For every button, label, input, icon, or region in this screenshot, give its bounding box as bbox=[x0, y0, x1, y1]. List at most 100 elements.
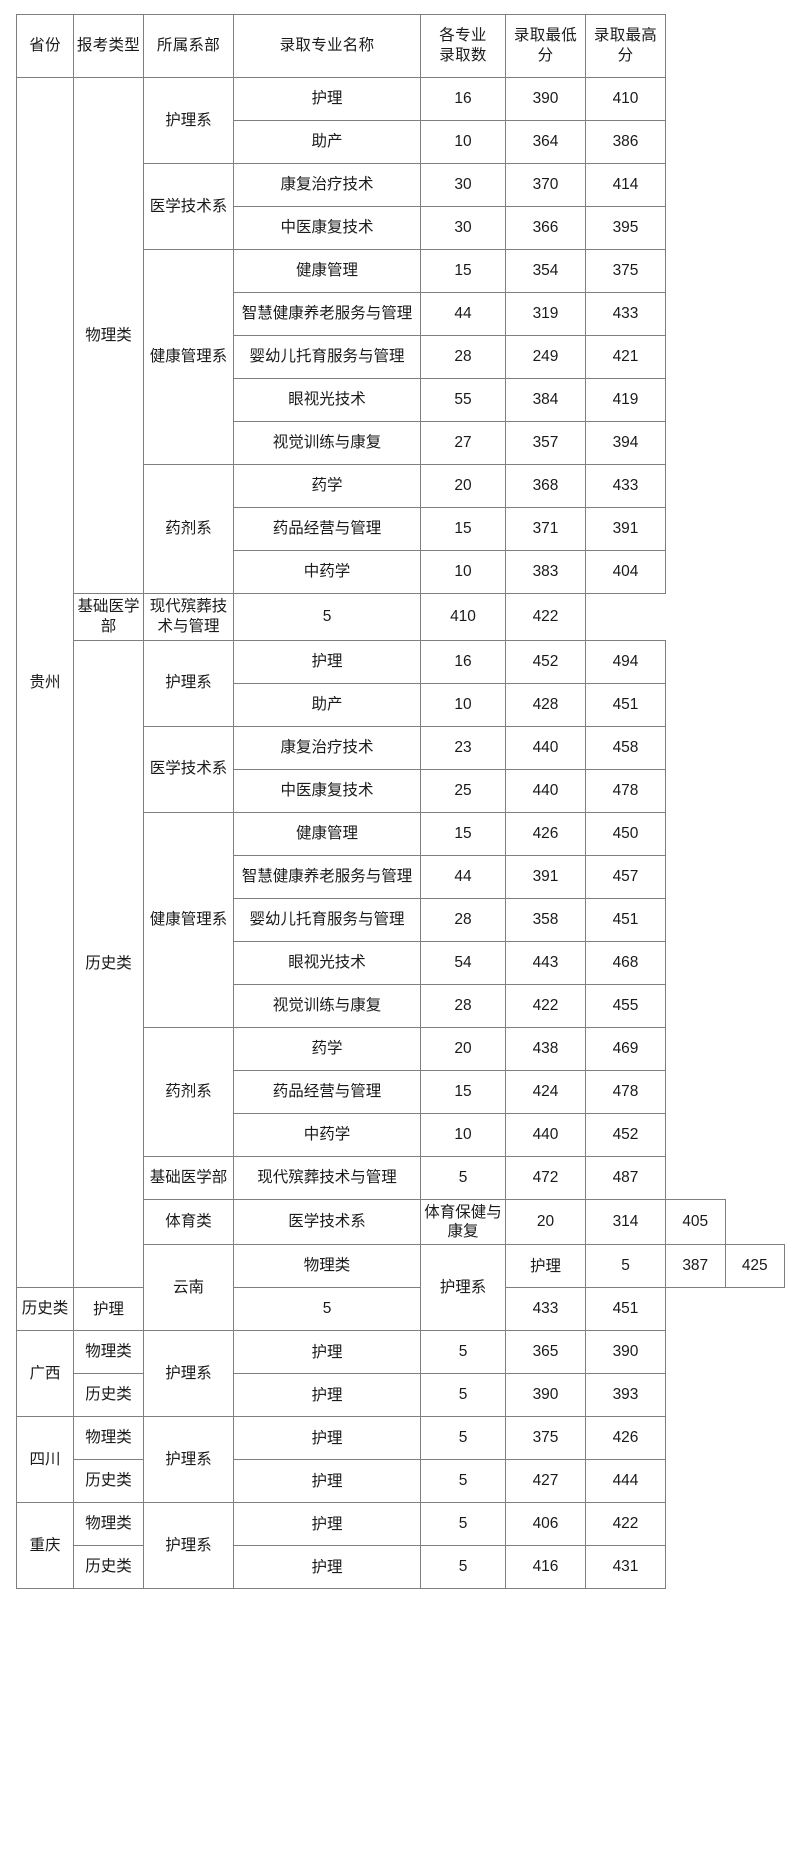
cell-apply-type: 历史类 bbox=[16, 1287, 74, 1332]
column-header-count-line1: 各专业 bbox=[439, 27, 487, 45]
cell-min-score: 365 bbox=[505, 1330, 586, 1375]
cell-count: 16 bbox=[420, 77, 506, 121]
cell-count: 5 bbox=[233, 593, 421, 641]
cell-major: 中药学 bbox=[233, 1112, 421, 1157]
cell-count: 16 bbox=[420, 639, 506, 684]
cell-max-score: 419 bbox=[585, 378, 666, 422]
cell-max-score: 433 bbox=[585, 292, 666, 336]
cell-min-score: 384 bbox=[505, 378, 586, 422]
cell-min-score: 452 bbox=[505, 639, 586, 684]
cell-max-score: 457 bbox=[585, 854, 666, 899]
cell-apply-type: 历史类 bbox=[73, 1545, 144, 1590]
table-row: 云南 物理类 护理系 护理 5 387 425 bbox=[17, 1244, 785, 1332]
table-row: 智慧健康养老服务与管理 44 319 433 bbox=[17, 292, 785, 336]
table-body: 贵州 物理类 护理系 护理 16 390 410 助产 10 364 386 医学技术系 康复治疗技术 3… bbox=[16, 76, 785, 1590]
table-row: 视觉训练与康复 27 357 394 bbox=[17, 421, 785, 465]
cell-max-score: 386 bbox=[585, 120, 666, 164]
table-row: 医学技术系 康复治疗技术 30 370 414 bbox=[17, 163, 785, 250]
cell-department: 医学技术系 bbox=[143, 725, 234, 813]
cell-min-score: 390 bbox=[505, 77, 586, 121]
cell-department: 基础医学部 bbox=[73, 593, 144, 641]
table-header-row: 省份 报考类型 所属系部 录取专业名称 各专业 录取数 录取最低 分 录取最高 … bbox=[16, 14, 785, 78]
table-row: 药剂系 药学 20 438 469 bbox=[17, 1026, 785, 1157]
cell-min-score: 426 bbox=[505, 811, 586, 856]
table-row: 助产 10 364 386 bbox=[17, 120, 785, 164]
cell-count: 28 bbox=[420, 335, 506, 379]
table-row: 四川 物理类 护理系 护理 5 375 426 bbox=[16, 1416, 785, 1504]
cell-min-score: 428 bbox=[505, 682, 586, 727]
cell-count: 10 bbox=[420, 550, 506, 594]
cell-major: 护理 bbox=[233, 1330, 421, 1375]
cell-count: 20 bbox=[505, 1198, 586, 1246]
cell-max-score: 451 bbox=[585, 897, 666, 942]
cell-count: 15 bbox=[420, 1069, 506, 1114]
cell-province: 广西 bbox=[16, 1330, 74, 1418]
cell-max-score: 468 bbox=[585, 940, 666, 985]
cell-major: 婴幼儿托育服务与管理 bbox=[233, 897, 421, 942]
cell-major: 康复治疗技术 bbox=[233, 725, 421, 770]
cell-department: 医学技术系 bbox=[233, 1198, 421, 1246]
cell-count: 5 bbox=[420, 1155, 506, 1200]
cell-province: 贵州 bbox=[16, 76, 74, 1289]
cell-department: 医学技术系 bbox=[143, 163, 234, 250]
cell-min-score: 433 bbox=[505, 1287, 586, 1332]
cell-max-score: 422 bbox=[585, 1502, 666, 1547]
cell-max-score: 451 bbox=[585, 1287, 666, 1332]
cell-max-score: 425 bbox=[724, 1244, 785, 1289]
cell-min-score: 410 bbox=[420, 593, 506, 641]
table-row: 贵州 物理类 护理系 护理 16 390 410 bbox=[16, 76, 785, 1289]
cell-major: 体育保健与康复 bbox=[420, 1198, 506, 1246]
cell-major: 药品经营与管理 bbox=[233, 1069, 421, 1114]
table-row: 助产 10 428 451 bbox=[17, 682, 785, 727]
table-row: 历史类 护理 5 427 444 bbox=[17, 1459, 785, 1504]
cell-max-score: 494 bbox=[585, 639, 666, 684]
cell-count: 5 bbox=[420, 1459, 506, 1504]
cell-major: 健康管理 bbox=[233, 249, 421, 293]
cell-major: 视觉训练与康复 bbox=[233, 421, 421, 465]
cell-count: 10 bbox=[420, 682, 506, 727]
cell-apply-type: 历史类 bbox=[73, 639, 144, 1289]
cell-apply-type: 物理类 bbox=[233, 1244, 421, 1289]
table-row: 历史类 护理系 护理 16 452 494 bbox=[17, 639, 785, 1289]
cell-major: 护理 bbox=[73, 1287, 144, 1332]
cell-max-score: 478 bbox=[585, 768, 666, 813]
cell-count: 55 bbox=[420, 378, 506, 422]
cell-max-score: 455 bbox=[585, 983, 666, 1028]
cell-major: 护理 bbox=[233, 639, 421, 684]
cell-count: 20 bbox=[420, 1026, 506, 1071]
column-header-department: 所属系部 bbox=[143, 14, 234, 78]
cell-major: 中医康复技术 bbox=[233, 206, 421, 250]
cell-major: 助产 bbox=[233, 120, 421, 164]
table-row: 健康管理系 健康管理 15 354 375 bbox=[17, 249, 785, 465]
cell-min-score: 358 bbox=[505, 897, 586, 942]
cell-major: 护理 bbox=[233, 77, 421, 121]
cell-major: 药学 bbox=[233, 1026, 421, 1071]
cell-max-score: 431 bbox=[585, 1545, 666, 1590]
cell-max-score: 478 bbox=[585, 1069, 666, 1114]
cell-min-score: 366 bbox=[505, 206, 586, 250]
table-row: 中药学 10 383 404 bbox=[17, 550, 785, 594]
cell-major: 康复治疗技术 bbox=[233, 163, 421, 207]
cell-apply-type: 体育类 bbox=[143, 1198, 234, 1246]
cell-max-score: 404 bbox=[585, 550, 666, 594]
table-row: 视觉训练与康复 28 422 455 bbox=[17, 983, 785, 1028]
cell-min-score: 390 bbox=[505, 1373, 586, 1418]
table-row: 健康管理系 健康管理 15 426 450 bbox=[17, 811, 785, 1028]
column-header-min-score: 录取最低 分 bbox=[505, 14, 586, 78]
table-row: 药剂系 药学 20 368 433 bbox=[17, 464, 785, 594]
cell-apply-type: 物理类 bbox=[73, 1416, 144, 1461]
table-row: 婴幼儿托育服务与管理 28 249 421 bbox=[17, 335, 785, 379]
table-row: 广西 物理类 护理系 护理 5 365 390 bbox=[16, 1330, 785, 1418]
cell-min-score: 472 bbox=[505, 1155, 586, 1200]
cell-min-score: 370 bbox=[505, 163, 586, 207]
cell-count: 25 bbox=[420, 768, 506, 813]
cell-major: 药学 bbox=[233, 464, 421, 508]
cell-count: 15 bbox=[420, 507, 506, 551]
table-row: 历史类 护理 5 416 431 bbox=[17, 1545, 785, 1590]
cell-department: 健康管理系 bbox=[143, 811, 234, 1028]
cell-min-score: 391 bbox=[505, 854, 586, 899]
cell-count: 28 bbox=[420, 983, 506, 1028]
cell-department: 健康管理系 bbox=[143, 249, 234, 465]
cell-max-score: 426 bbox=[585, 1416, 666, 1461]
cell-major: 智慧健康养老服务与管理 bbox=[233, 292, 421, 336]
